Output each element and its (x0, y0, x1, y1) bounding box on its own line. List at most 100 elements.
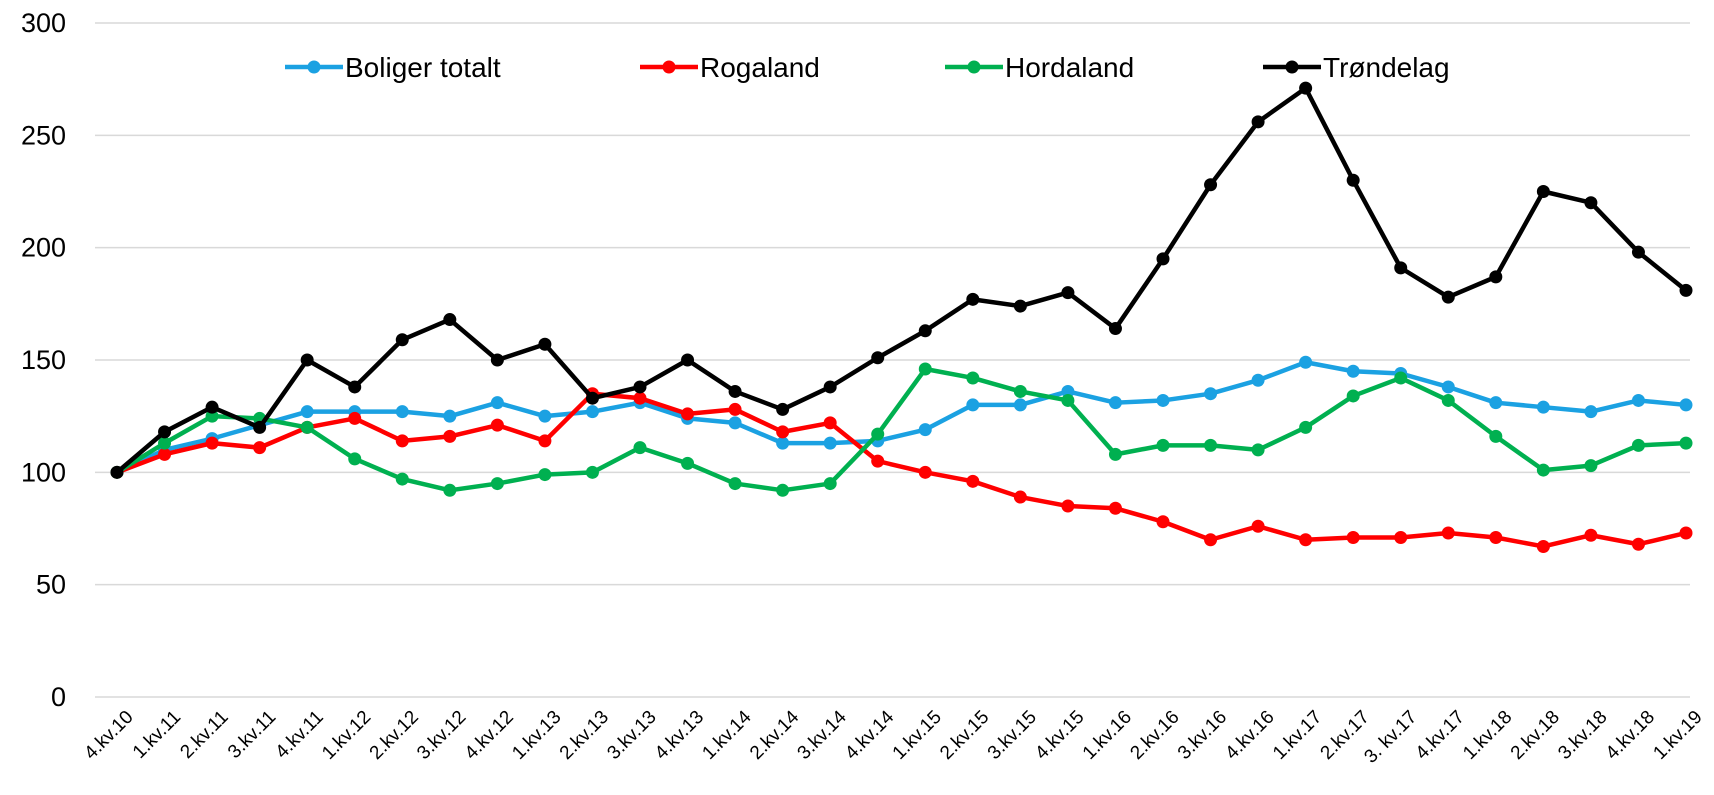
x-tick-label: 1.kv.13 (508, 707, 565, 764)
point (205, 409, 219, 423)
point (1299, 81, 1313, 95)
point (1584, 528, 1598, 542)
point (1061, 384, 1075, 398)
point (1346, 530, 1360, 544)
x-tick-label: 4.kv.14 (841, 706, 898, 763)
point (871, 454, 885, 468)
point (1013, 398, 1027, 412)
point (1441, 290, 1455, 304)
point (1204, 438, 1218, 452)
point (1584, 405, 1598, 419)
point (966, 398, 980, 412)
point (633, 391, 647, 405)
series-line (116, 359, 1687, 475)
point (1536, 539, 1550, 553)
point (776, 402, 790, 416)
x-tick-label: 4.kv.13 (651, 707, 708, 764)
x-tick-label: 3.kv.15 (984, 707, 1041, 764)
point (1061, 393, 1075, 407)
point (1679, 398, 1693, 412)
point (728, 477, 742, 491)
point (1346, 173, 1360, 187)
y-tick-label: 300 (21, 8, 66, 38)
point (1631, 438, 1645, 452)
point (1631, 393, 1645, 407)
point (490, 477, 504, 491)
point (1346, 364, 1360, 378)
point (1156, 252, 1170, 266)
point (1061, 499, 1075, 513)
point (1631, 245, 1645, 259)
point (158, 447, 172, 461)
x-tick-label: 1.kv.14 (698, 706, 755, 763)
point (1299, 533, 1313, 547)
point (1156, 393, 1170, 407)
point (728, 402, 742, 416)
x-tick-label: 1.kv.11 (129, 707, 185, 763)
point (1204, 387, 1218, 401)
point (1679, 526, 1693, 540)
x-tick-label: 3.kv.12 (413, 707, 470, 764)
legend-marker (662, 60, 676, 74)
y-tick-label: 200 (21, 233, 66, 263)
point (1156, 515, 1170, 529)
y-tick-label: 100 (21, 457, 66, 487)
x-tick-label: 2.kv.15 (936, 707, 993, 764)
point (538, 409, 552, 423)
point (1299, 420, 1313, 434)
point (728, 416, 742, 430)
point (1584, 196, 1598, 210)
x-tick-label: 2.kv.11 (176, 707, 232, 763)
point (395, 472, 409, 486)
point (585, 405, 599, 419)
point (1061, 286, 1075, 300)
point (1679, 436, 1693, 450)
x-tick-label: 4.kv.12 (461, 707, 518, 764)
point (538, 468, 552, 482)
point (681, 353, 695, 367)
legend-item: Hordaland (945, 52, 1134, 83)
point (823, 416, 837, 430)
point (158, 436, 172, 450)
point (1204, 178, 1218, 192)
point (728, 384, 742, 398)
point (443, 409, 457, 423)
point (490, 418, 504, 432)
point (1394, 261, 1408, 275)
point (585, 465, 599, 479)
point (348, 411, 362, 425)
point (966, 474, 980, 488)
x-tick-label: 2.kv.14 (746, 706, 803, 763)
legend-marker (307, 60, 321, 74)
point (1631, 537, 1645, 551)
x-tick-label: 4.kv.10 (80, 707, 137, 764)
x-tick-label: 3.kv.11 (224, 707, 280, 763)
point (585, 391, 599, 405)
point (918, 362, 932, 376)
y-tick-label: 250 (21, 120, 66, 150)
legend-label: Boliger totalt (345, 52, 501, 83)
x-tick-label: 4.kv.15 (1031, 707, 1088, 764)
point (1584, 459, 1598, 473)
point (1108, 447, 1122, 461)
point (395, 333, 409, 347)
point (395, 434, 409, 448)
x-tick-label: 4.kv.17 (1412, 707, 1469, 764)
point (1108, 501, 1122, 515)
point (110, 465, 124, 479)
x-tick-label: 4.kv.11 (272, 707, 328, 763)
point (348, 380, 362, 394)
point (966, 371, 980, 385)
x-tick-label: 2.kv.12 (366, 707, 423, 764)
y-tick-label: 50 (36, 570, 66, 600)
point (1108, 322, 1122, 336)
point (205, 400, 219, 414)
x-tick-label: 1.kv.15 (889, 707, 946, 764)
x-tick-label: 2.kv.18 (1507, 707, 1564, 764)
series-line (115, 366, 1687, 493)
point (1251, 373, 1265, 387)
point (538, 337, 552, 351)
point (776, 436, 790, 450)
point (395, 405, 409, 419)
